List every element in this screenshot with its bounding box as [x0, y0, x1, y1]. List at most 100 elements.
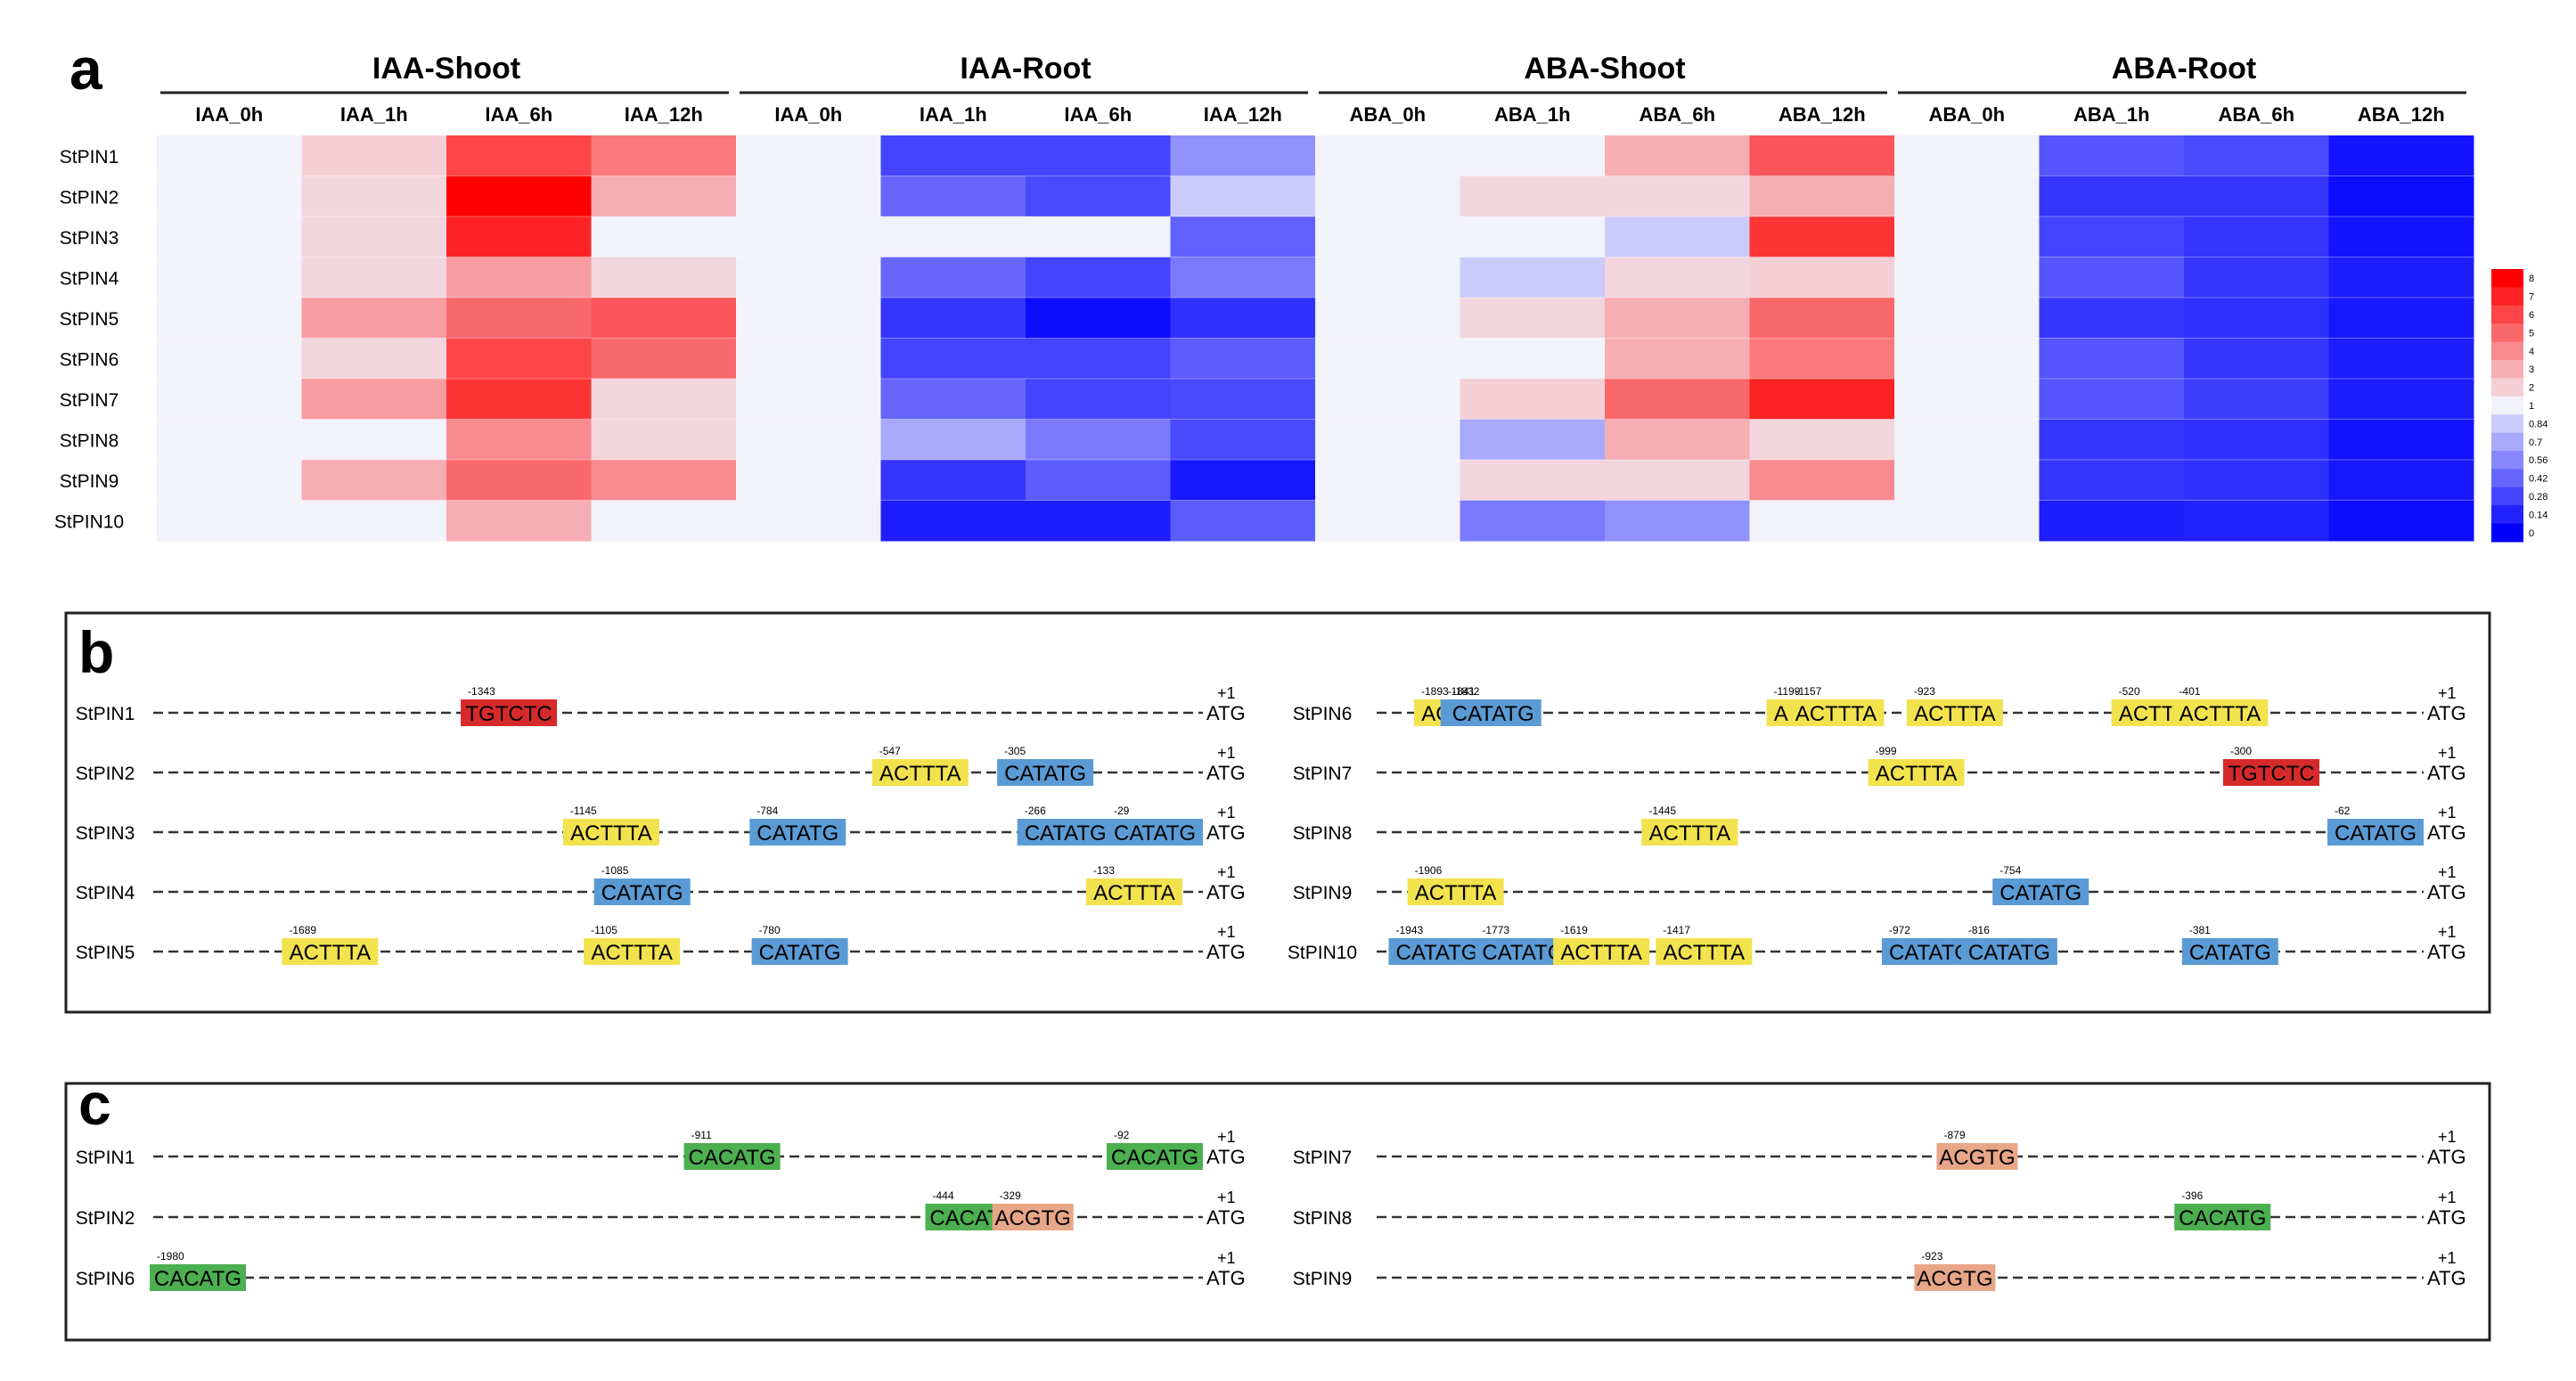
motif-position: -62 [2335, 805, 2351, 817]
motif-sequence: CACATG [2179, 1206, 2266, 1230]
motif-acttta: ACTTTA -1157 [1787, 685, 1885, 726]
motif-sequence: CATATG [756, 821, 838, 846]
motif-acttta: ACTTTA -923 [1906, 685, 2003, 726]
heatmap-cell [880, 460, 1026, 501]
motif-position: -396 [2181, 1189, 2203, 1202]
heatmap-cell [1315, 135, 1460, 176]
heatmap-column-label: ABA_0h [1349, 103, 1426, 126]
heatmap-cell [2328, 419, 2474, 461]
motif-position: -780 [759, 924, 781, 936]
atg-label: ATG [2427, 1146, 2466, 1168]
motif-position: -266 [1025, 805, 1046, 817]
motif-box [1107, 819, 1203, 846]
motif-acttta: ACTTTA -999 [1868, 745, 1965, 786]
heatmap-cell [2039, 298, 2185, 339]
heatmap-cell [1170, 135, 1316, 176]
panel-label-c: c [78, 1071, 111, 1137]
legend-tick-label: 0.56 [2529, 455, 2547, 466]
heatmap-cell [2184, 460, 2329, 501]
heatmap-row-label: StPIN8 [60, 430, 119, 451]
tss-plus-one: +1 [2438, 744, 2457, 762]
motif-sequence: CATATG [2189, 941, 2271, 965]
motif-box [2327, 819, 2424, 846]
heatmap-column-label: ABA_12h [2358, 103, 2445, 126]
motif-box [1868, 759, 1965, 786]
heatmap-cell [1170, 379, 1316, 420]
heatmap-cell [1170, 176, 1316, 217]
motif-cacatg: CACATG -396 [2174, 1189, 2271, 1230]
motif-position: -444 [932, 1189, 953, 1202]
motif-box [1992, 878, 2089, 905]
motif-catatg: CATATG -305 [997, 745, 1094, 786]
heatmap-cell [1315, 257, 1460, 298]
heatmap-cell [736, 338, 881, 380]
heatmap-cell [2039, 379, 2185, 420]
legend-tick-label: 8 [2529, 274, 2534, 284]
heatmap-cell [1170, 257, 1316, 298]
heatmap-row-label: StPIN9 [60, 471, 119, 492]
motif-sequence: ACTTTA [570, 821, 652, 846]
heatmap-cell [2184, 419, 2329, 461]
heatmap-cell [736, 379, 881, 420]
motif-sequence: ACGTG [1917, 1267, 1992, 1291]
motif-sequence: CACATG [689, 1146, 776, 1170]
tss-plus-one: +1 [1217, 1249, 1236, 1267]
heatmap-cell [2184, 379, 2329, 420]
gene-label: StPIN2 [76, 1208, 135, 1229]
heatmap-cell [591, 500, 737, 542]
legend-tick-label: 3 [2529, 364, 2534, 375]
heatmap-cell [1894, 500, 2040, 542]
heatmap-cell [1026, 217, 1171, 257]
heatmap-cell [1894, 217, 2040, 257]
heatmap-cell [301, 135, 447, 176]
heatmap-column-label: ABA_1h [2073, 103, 2150, 126]
heatmap-cell [880, 500, 1026, 542]
heatmap-cell [301, 298, 447, 339]
atg-label: ATG [1206, 1146, 1246, 1168]
motif-box [1444, 699, 1542, 726]
motif-position: -923 [1921, 1250, 1942, 1263]
heatmap-cell [736, 257, 881, 298]
heatmap-cell [2184, 135, 2329, 176]
heatmap-cell [1170, 500, 1316, 542]
heatmap-cell [1026, 298, 1171, 339]
motif-box [1936, 1143, 2018, 1170]
motif-sequence: ACTTTA [1093, 881, 1175, 905]
motif-box [2171, 699, 2269, 726]
motif-position: -1145 [570, 805, 597, 817]
motif-position: -547 [879, 745, 901, 757]
atg-label: ATG [1206, 821, 1246, 844]
motif-catatg: CATATG -816 [1960, 924, 2057, 965]
gene-label: StPIN6 [76, 1269, 135, 1289]
legend-tick-label: 2 [2529, 383, 2534, 394]
heatmap-row-labels: StPIN1 StPIN2 StPIN3 StPIN4 StPIN5 StPIN6 StPI… [54, 147, 124, 533]
tss-plus-one: +1 [1217, 923, 1236, 941]
legend-swatch [2491, 451, 2523, 470]
motif-box [871, 759, 969, 786]
heatmap-cell [1460, 500, 1606, 542]
gene-label: StPIN2 [76, 764, 135, 784]
gene-label: StPIN3 [76, 823, 135, 844]
motif-sequence: CATATG [2335, 821, 2417, 846]
heatmap-cell [1026, 460, 1171, 501]
motif-sequence: ACTTTA [1795, 702, 1877, 726]
heatmap-cell [446, 135, 592, 176]
heatmap-cell [157, 419, 302, 461]
heatmap-cell [591, 176, 737, 217]
heatmap-cell [1605, 257, 1750, 298]
heatmap-cell [880, 298, 1026, 339]
heatmap-cell [2328, 298, 2474, 339]
heatmap-cell [1894, 257, 2040, 298]
heatmap-cell [1460, 419, 1606, 461]
atg-label: ATG [2427, 881, 2466, 903]
motif-position: -879 [1943, 1129, 1965, 1141]
motif-box [593, 878, 691, 905]
heatmap-cell [1605, 419, 1750, 461]
heatmap-cell [1460, 257, 1606, 298]
heatmap-cell [1315, 460, 1460, 501]
motif-box [1553, 938, 1650, 965]
tss-plus-one: +1 [2438, 1128, 2457, 1146]
